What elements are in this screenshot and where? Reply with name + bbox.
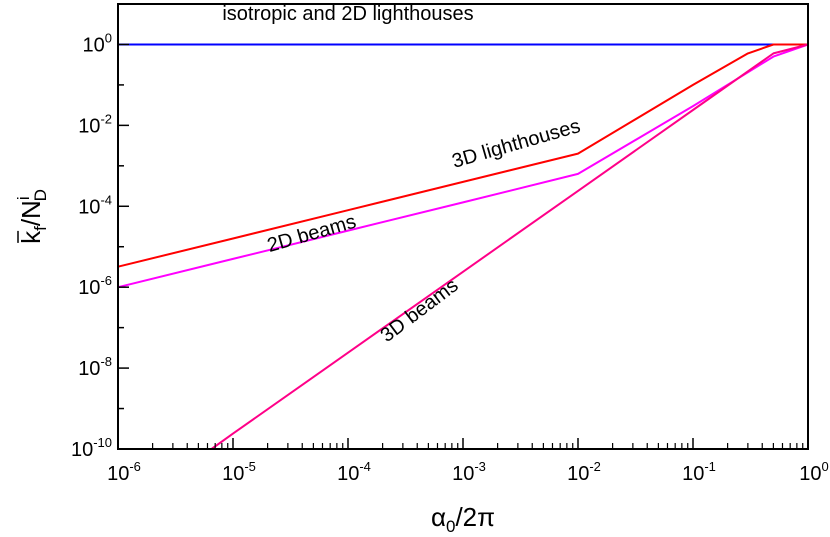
x-tick-label: 100 [799, 459, 828, 485]
axis-ticks [117, 3, 809, 450]
y-tick-label: 10-6 [78, 273, 112, 299]
x-tick-label: 10-3 [452, 459, 486, 485]
series-line-2 [117, 43, 808, 268]
series-line-3 [117, 43, 809, 289]
plot-frame [117, 3, 809, 450]
series-lines [117, 43, 809, 450]
annotation-label: 3D lighthouses [450, 115, 583, 173]
series-line-4 [210, 43, 809, 450]
y-tick-label: 100 [83, 30, 112, 56]
annotation-label: isotropic and 2D lighthouses [222, 3, 473, 25]
x-tick-label: 10-2 [567, 459, 601, 485]
x-tick-label: 10-5 [222, 459, 256, 485]
y-tick-label: 10-4 [78, 192, 112, 218]
y-tick-label: 10-10 [71, 435, 112, 461]
x-axis-title: α0/2π [431, 502, 495, 536]
y-axis-title-group: kf/NiD [14, 189, 50, 244]
annotation-label: 2D beams [265, 211, 359, 257]
annotations: isotropic and 2D lighthouses 3D lighthous… [222, 3, 582, 347]
x-tick-label: 10-1 [682, 459, 716, 485]
y-tick-label: 10-2 [78, 111, 112, 137]
x-tick-label: 10-6 [107, 459, 141, 485]
y-tick-label: 10-8 [78, 354, 112, 380]
annotation-label: 3D beams [376, 274, 462, 346]
x-tick-label: 10-4 [337, 459, 371, 485]
y-axis-title: kf/NiD [14, 189, 50, 244]
tick-labels: 10-6 10-5 10-4 10-3 10-2 10-1 100 10-10 10-8 10-6… [71, 30, 829, 485]
